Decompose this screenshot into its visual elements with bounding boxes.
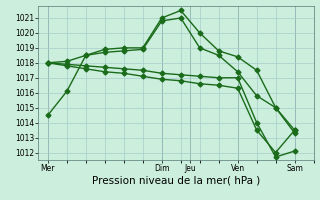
X-axis label: Pression niveau de la mer( hPa ): Pression niveau de la mer( hPa ) (92, 176, 260, 186)
